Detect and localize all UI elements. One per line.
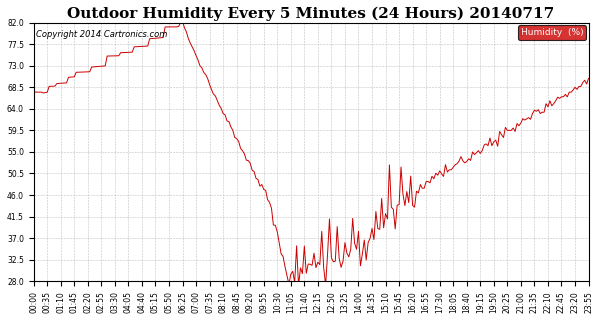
Title: Outdoor Humidity Every 5 Minutes (24 Hours) 20140717: Outdoor Humidity Every 5 Minutes (24 Hou… bbox=[67, 7, 555, 21]
Legend: Humidity  (%): Humidity (%) bbox=[518, 25, 586, 40]
Text: Copyright 2014 Cartronics.com: Copyright 2014 Cartronics.com bbox=[37, 30, 168, 39]
